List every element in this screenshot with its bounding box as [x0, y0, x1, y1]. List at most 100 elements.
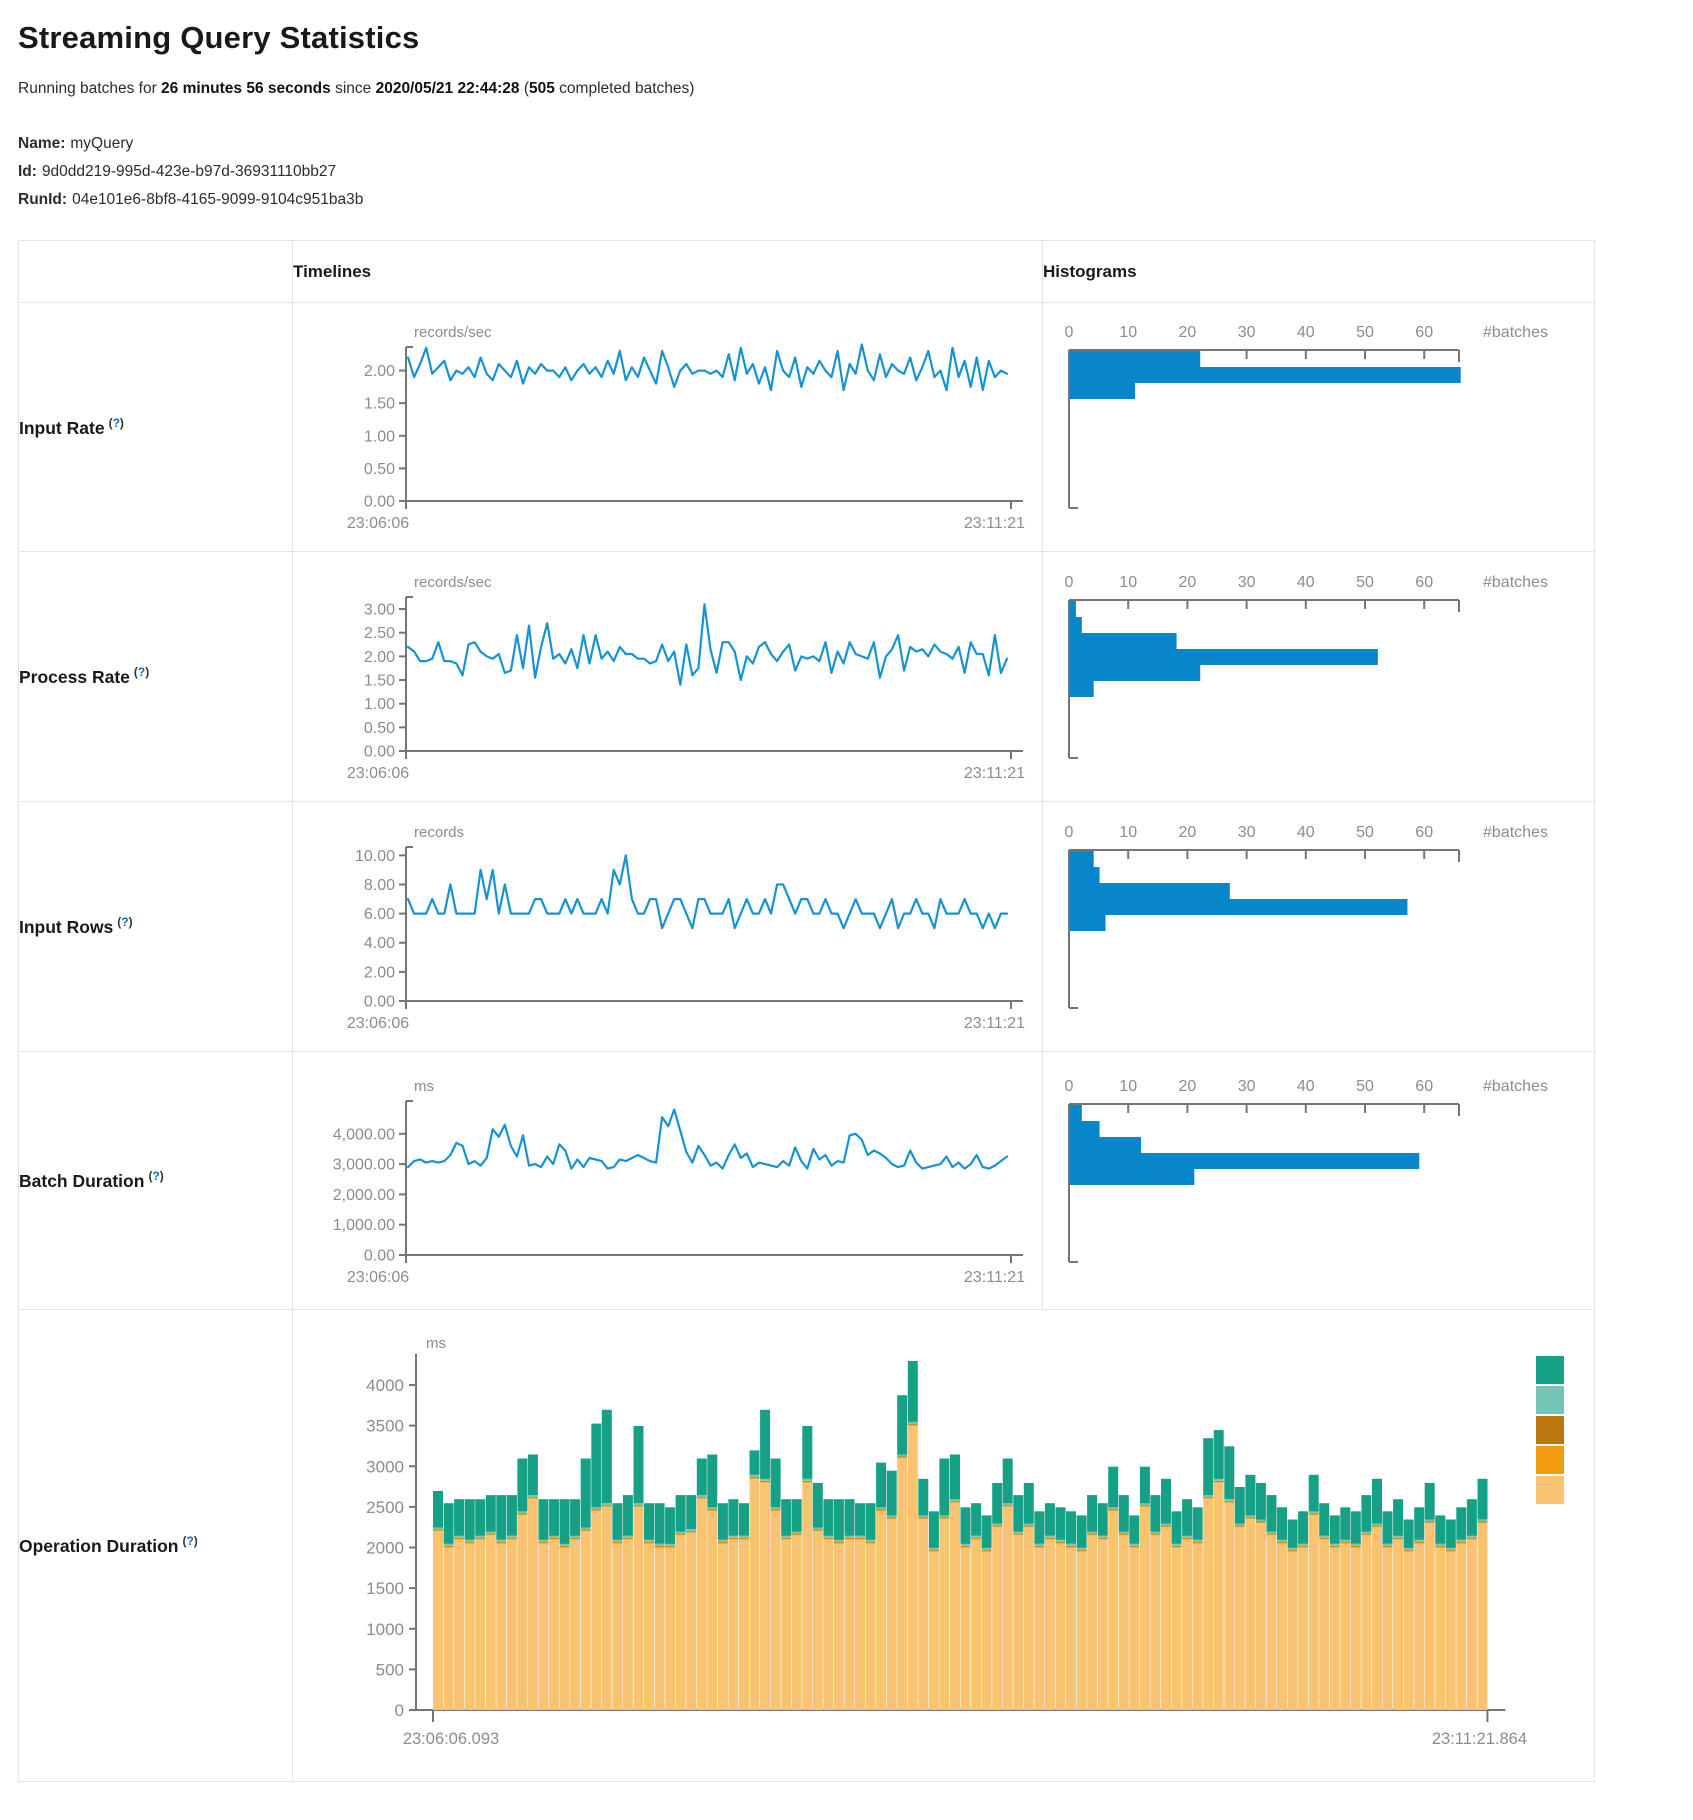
histogram-bar	[1070, 882, 1230, 899]
stacked-bar-segment-op_orange	[960, 1546, 971, 1548]
stacked-bar-segment-op_teal	[1055, 1507, 1066, 1540]
query-meta: Name: myQuery Id: 9d0dd219-995d-423e-b97d-…	[18, 130, 1675, 214]
stacked-bar-segment-op_orange	[1108, 1510, 1119, 1511]
stacked-bar-segment-op_brown	[517, 1513, 528, 1515]
process-rate-histogram-chart: 0 10 20 30 40 50 60 #batches	[1043, 553, 1594, 801]
stacked-bar-segment-op_light_teal	[1308, 1511, 1319, 1514]
stacked-bar-segment-op_light_orange	[876, 1510, 887, 1710]
stacked-bar-segment-op_light_orange	[538, 1543, 549, 1710]
stacked-bar-segment-op_teal	[559, 1499, 570, 1544]
stacked-bar-segment-op_light_teal	[485, 1531, 496, 1534]
stacked-bar-segment-op_brown	[622, 1537, 633, 1539]
stacked-bar-segment-op_teal	[580, 1458, 591, 1528]
operation-duration-help-icon[interactable]: (?)	[182, 1534, 198, 1549]
input-rate-help-icon[interactable]: (?)	[108, 415, 124, 430]
stacked-bar-segment-op_light_orange	[1340, 1543, 1351, 1710]
x-end-label: 23:11:21	[964, 765, 1025, 782]
stacked-bar-segment-op_brown	[443, 1545, 454, 1547]
stacked-bar-segment-op_light_orange	[612, 1543, 623, 1710]
stacked-bar-segment-op_brown	[1034, 1545, 1045, 1547]
stacked-bar-segment-op_light_orange	[601, 1506, 612, 1710]
batch-duration-histogram: 0 10 20 30 40 50 60 #batches	[1065, 1078, 1548, 1263]
process-rate-help-icon[interactable]: (?)	[133, 665, 150, 680]
operation-duration-stacked-chart: ms 0 500 1000 1500 2000 2500 3000 3500 4000 23:06:…	[293, 1310, 1594, 1781]
stacked-bar-segment-op_brown	[675, 1533, 686, 1535]
stacked-bar-segment-op_teal	[633, 1426, 644, 1504]
stacked-bar-segment-op_brown	[1266, 1533, 1277, 1535]
stacked-bar-segment-op_brown	[696, 1497, 707, 1498]
stacked-bar-segment-op_teal	[1424, 1482, 1435, 1520]
stacked-bar-segment-op_teal	[1161, 1478, 1171, 1524]
stacked-bar-segment-op_light_orange	[1224, 1502, 1235, 1710]
stacked-bar-segment-op_brown	[485, 1533, 496, 1535]
stacked-bar-segment-op_brown	[1445, 1549, 1456, 1551]
stacked-bar-segment-op_orange	[1287, 1550, 1298, 1552]
legend-swatch-op_light_teal	[1536, 1386, 1564, 1414]
stacked-bar-segment-op_orange	[1329, 1546, 1340, 1548]
stacked-bar-segment-op_orange	[791, 1534, 802, 1536]
stacked-bar-segment-op_brown	[1287, 1549, 1298, 1551]
stacked-bar-segment-op_light_teal	[950, 1499, 960, 1502]
stacked-bar-segment-op_light_orange	[812, 1531, 823, 1711]
stacked-bar-segment-op_light_orange	[1435, 1547, 1446, 1710]
y-tick-label: 0.50	[364, 461, 395, 478]
stacked-bar-segment-op_light_teal	[1044, 1535, 1055, 1538]
batch-duration-timeline-chart: ms 0.00 1,000.00 2,000.00 3,000.00 4,000.00 23…	[293, 1057, 1042, 1305]
x-tick-label: 60	[1415, 824, 1433, 841]
stacked-bar-segment-op_light_orange	[992, 1527, 1003, 1710]
batch-duration-help-icon[interactable]: (?)	[148, 1169, 164, 1184]
statistics-table: Timelines Histograms Input Rate (?) recor…	[18, 240, 1595, 1782]
stacked-bar-segment-op_orange	[844, 1538, 855, 1540]
stacked-bar-segment-op_teal	[749, 1450, 760, 1475]
stacked-bar-segment-op_teal	[1298, 1511, 1309, 1544]
stacked-bar-segment-op_brown	[950, 1501, 960, 1502]
y-axis-unit-label: ms	[426, 1335, 446, 1352]
stacked-bar-segment-op_brown	[1150, 1533, 1161, 1535]
y-tick-label: 2.00	[364, 964, 395, 981]
stacked-bar-segment-op_light_orange	[1161, 1527, 1171, 1710]
y-tick-label: 1.00	[364, 696, 395, 713]
stacked-bar-segment-op_teal	[907, 1361, 918, 1422]
stacked-bar-segment-op_orange	[1372, 1526, 1382, 1528]
stacked-bar-segment-op_light_teal	[1361, 1531, 1372, 1534]
stacked-bar-segment-op_brown	[1277, 1541, 1287, 1543]
histogram-bar	[1070, 632, 1177, 649]
stacked-bar-segment-op_orange	[981, 1550, 992, 1552]
stacked-bar-segment-op_brown	[1414, 1541, 1425, 1543]
running-duration: 26 minutes 56 seconds	[161, 80, 331, 97]
x-tick-label: 60	[1415, 324, 1433, 341]
stacked-bar-segment-op_light_orange	[1361, 1535, 1372, 1710]
stacked-bar-segment-op_teal	[950, 1454, 960, 1500]
stacked-bar-segment-op_brown	[1161, 1525, 1171, 1527]
stacked-bar-segment-op_teal	[517, 1458, 528, 1512]
stacked-bar-segment-op_orange	[760, 1481, 771, 1483]
stacked-bar-segment-op_orange	[770, 1510, 781, 1511]
stacked-bar-segment-op_orange	[728, 1538, 739, 1540]
stacked-bar-segment-op_orange	[686, 1531, 697, 1533]
stacked-bar-segment-op_light_orange	[1171, 1547, 1182, 1710]
stacked-bar-segment-op_orange	[781, 1538, 792, 1540]
stacked-bar-segment-op_teal	[1435, 1515, 1446, 1544]
stacked-bar-segment-op_light_orange	[1087, 1535, 1098, 1710]
id-label: Id:	[18, 163, 37, 180]
stacked-bar-segment-op_light_orange	[443, 1547, 454, 1710]
histogram-bar	[1070, 914, 1106, 931]
stacked-bar-segment-op_teal	[1287, 1519, 1298, 1548]
stacked-bar-segment-op_light_orange	[950, 1502, 960, 1710]
stacked-bar-segment-op_light_teal	[1403, 1547, 1414, 1550]
x-tick-label: 30	[1238, 1078, 1256, 1095]
stacked-bar-segment-op_light_orange	[717, 1543, 728, 1710]
stacked-bar-segment-op_brown	[644, 1541, 654, 1543]
stacked-bar-segment-op_teal	[770, 1458, 781, 1508]
stacked-bar-segment-op_orange	[559, 1546, 570, 1548]
stacked-bar-segment-op_light_teal	[1182, 1535, 1193, 1538]
x-tick-label: 40	[1297, 324, 1315, 341]
stacked-bar-segment-op_light_teal	[1319, 1535, 1330, 1538]
x-tick-label: 0	[1065, 324, 1074, 341]
stacked-bar-segment-op_light_teal	[717, 1539, 728, 1542]
process-rate-histogram: 0 10 20 30 40 50 60 #batches	[1065, 574, 1548, 759]
stacked-bar-segment-op_brown	[717, 1541, 728, 1543]
stacked-bar-segment-op_orange	[1435, 1546, 1446, 1548]
input-rows-help-icon[interactable]: (?)	[117, 915, 133, 930]
stacked-bar-segment-op_brown	[1087, 1533, 1098, 1535]
